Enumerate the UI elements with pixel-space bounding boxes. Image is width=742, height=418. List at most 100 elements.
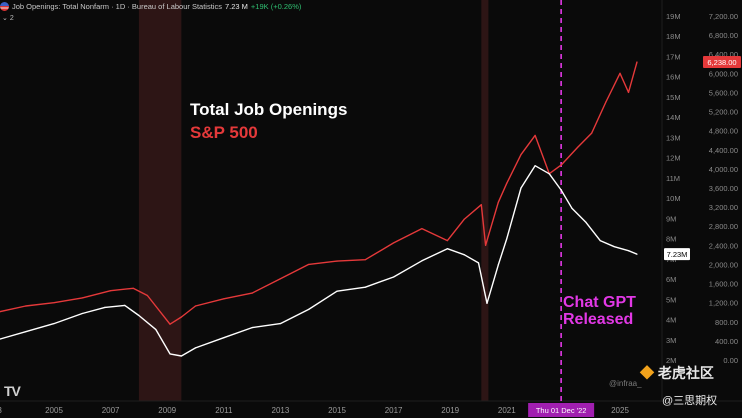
sp500-line-point: [251, 292, 253, 294]
indicator-toggle[interactable]: ⌄ 2: [2, 14, 14, 23]
watermark-brand-text: 老虎社区: [657, 365, 714, 381]
jobs-line-point: [336, 290, 338, 292]
x-axis-tick: 2011: [215, 406, 233, 415]
jobs-line-point: [81, 312, 83, 315]
x-axis-tick: 2025: [611, 406, 629, 415]
jobs-line-point: [520, 187, 522, 189]
right-axis-tick: 6,800.00: [709, 31, 738, 40]
jobs-line-point: [548, 173, 550, 175]
jobs-line-point: [585, 221, 587, 223]
sp500-line-point: [421, 228, 423, 230]
right-axis-tick: 2,400.00: [709, 241, 738, 250]
left-axis-tick: 14M: [666, 113, 681, 122]
right-axis-tick: 5,200.00: [709, 108, 738, 117]
sp500-line-point: [132, 287, 134, 289]
x-axis-tick: 2021: [498, 406, 516, 415]
jobs-line-point: [279, 322, 281, 325]
sp500-line-point: [110, 290, 112, 292]
right-axis-tick: 4,000.00: [709, 165, 738, 174]
right-axis-tick: 4,400.00: [709, 146, 738, 155]
left-axis-tick: 12M: [666, 154, 681, 163]
chatgpt-date-label: Thu 01 Dec '22: [536, 406, 587, 415]
sp500-line-point: [81, 297, 83, 299]
jobs-line-point: [53, 322, 55, 325]
jobs-line-point: [463, 254, 465, 256]
right-axis-tick: 2,800.00: [709, 222, 738, 231]
left-axis-tick: 15M: [666, 93, 681, 102]
series-title[interactable]: Job Openings: Total Nonfarm · 1D · Burea…: [12, 2, 222, 11]
right-axis-tick: 3,200.00: [709, 203, 738, 212]
sp500-line-point: [506, 182, 508, 184]
indicator-count: 2: [9, 14, 14, 22]
watermark-handle: @三思期权: [662, 395, 718, 407]
sp500-line-point: [169, 323, 171, 325]
sp500-line-point: [463, 218, 465, 220]
left-axis-tick: 8M: [666, 235, 676, 244]
right-axis-tick: 400.00: [715, 337, 738, 346]
jobs-line-point: [477, 262, 480, 264]
right-axis-tick: 1,200.00: [709, 299, 738, 308]
jobs-line-point: [364, 286, 366, 288]
left-axis-tick: 13M: [666, 133, 681, 142]
jobs-line-point: [155, 329, 157, 331]
sp500-line-point: [279, 278, 281, 280]
jobs-line-point: [446, 248, 448, 250]
us-flag-icon: [0, 2, 9, 11]
left-axis-tick: 9M: [666, 214, 676, 223]
sp500-line-point: [446, 239, 448, 242]
chart-header: Job Openings: Total Nonfarm · 1D · Burea…: [0, 0, 301, 13]
sp500-line-point: [636, 61, 638, 63]
sp500-line-point: [336, 260, 338, 262]
left-axis-tick: 16M: [666, 73, 681, 82]
left-axis-tick: 10M: [666, 194, 681, 203]
sp500-line-point: [484, 244, 487, 246]
sp500-line-point: [194, 305, 197, 307]
recession-band-1: [481, 0, 489, 401]
right-axis-tick: 7,200.00: [709, 12, 738, 21]
jobs-line-point: [506, 237, 508, 240]
x-axis-tick: 03: [0, 406, 2, 415]
jobs-price-label: 7.23M: [667, 250, 688, 259]
last-value: 7.23 M: [224, 2, 248, 11]
left-axis-tick: 17M: [666, 52, 681, 61]
jobs-line-point: [636, 253, 638, 255]
recession-band-0: [138, 0, 182, 401]
sp500-line-point: [497, 201, 499, 203]
tiger-icon: ◆: [640, 365, 654, 381]
x-axis-tick: 2007: [102, 406, 120, 415]
right-axis-tick: 1,600.00: [709, 280, 738, 289]
jobs-line-point: [599, 240, 601, 242]
right-axis-tick: 800.00: [715, 318, 738, 327]
chevron-down-icon: ⌄: [2, 15, 8, 22]
sp500-line-point: [480, 204, 482, 206]
sp500-line-point: [560, 164, 562, 166]
jobs-line-point: [25, 331, 27, 333]
left-axis-tick: 3M: [666, 336, 676, 345]
sp500-price-label: 6,238.00: [707, 58, 736, 67]
jobs-line-point: [497, 264, 499, 266]
x-axis-tick: 2015: [328, 406, 346, 415]
jobs-line: [0, 165, 638, 357]
jobs-line-point: [560, 189, 562, 191]
right-axis-tick: 0.00: [723, 356, 738, 365]
jobs-line-point: [138, 314, 140, 317]
jobs-line-point: [308, 308, 310, 311]
jobs-line-point: [534, 165, 536, 167]
jobs-line-point: [486, 302, 488, 304]
x-axis-tick: 2017: [385, 406, 403, 415]
tradingview-logo[interactable]: TV: [4, 383, 21, 399]
watermark-brand: ◆ 老虎社区: [640, 363, 714, 383]
x-axis-tick: 2005: [45, 406, 63, 415]
x-axis-tick: 2009: [158, 406, 176, 415]
left-axis-tick: 18M: [666, 32, 681, 41]
sp500-price-badge: [703, 55, 741, 68]
jobs-line-point: [393, 276, 395, 278]
jobs-line-point: [571, 207, 573, 209]
left-axis-tick: 5M: [666, 295, 676, 304]
jobs-line-point: [421, 260, 423, 262]
jobs-price-badge: [664, 248, 690, 261]
chatgpt-annotation: Chat GPT Released: [563, 294, 636, 328]
left-axis-tick: 4M: [666, 316, 676, 325]
sp500-line-point: [364, 259, 366, 261]
sp500-line-point: [25, 305, 27, 307]
